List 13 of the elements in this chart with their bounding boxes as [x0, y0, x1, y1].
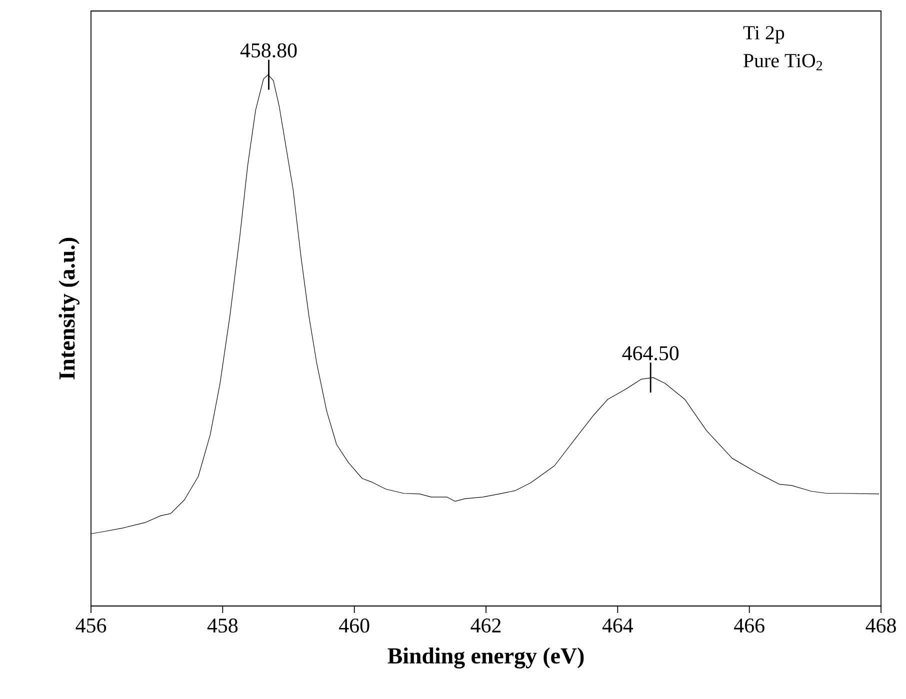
annotation: 458.80 — [240, 43, 297, 58]
x-tick-label: 462 — [470, 618, 501, 633]
x-tick-label: 460 — [339, 618, 370, 633]
annotation: 464.50 — [622, 346, 679, 360]
x-tick-label: 464 — [602, 618, 634, 633]
x-tick-label: 458 — [207, 618, 238, 633]
x-tick-label: 468 — [866, 618, 896, 633]
text: Pure TiO$_{2}$ — [744, 54, 822, 70]
text: Ti 2p — [743, 26, 784, 44]
x-tick-label: 456 — [76, 618, 106, 633]
x-axis-title: Binding energy (eV) — [388, 647, 584, 668]
x-tick-label: 466 — [734, 618, 764, 633]
y-axis-title: Intensity (a.u.) — [58, 238, 80, 380]
